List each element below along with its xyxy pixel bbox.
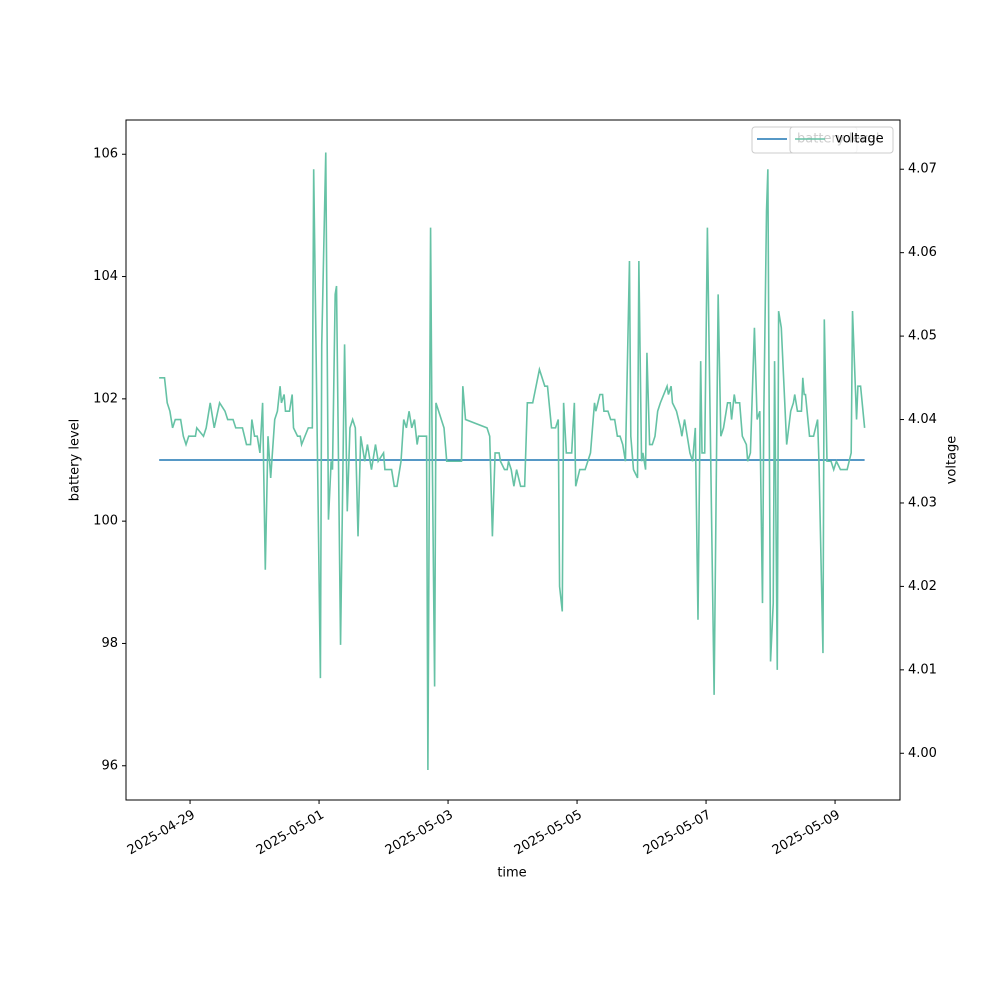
y2-axis-label: voltage: [945, 436, 960, 485]
x-tick-label: 2025-05-05: [512, 808, 585, 859]
x-tick-label: 2025-05-03: [383, 808, 456, 859]
y2-tick-label: 4.04: [908, 412, 937, 427]
series-line: [159, 152, 866, 770]
y-tick-label: 100: [93, 514, 118, 529]
y-tick-label: 102: [93, 391, 118, 406]
x-tick-label: 2025-04-29: [125, 808, 198, 859]
y-tick-label: 98: [101, 636, 118, 651]
y-tick-label: 96: [101, 758, 118, 773]
legend-box: [789, 126, 894, 154]
x-tick-label: 2025-05-07: [641, 808, 714, 859]
y2-tick-label: 4.00: [908, 746, 937, 761]
y-tick-label: 104: [93, 269, 118, 284]
y2-tick-label: 4.06: [908, 245, 937, 260]
legend-label: voltage: [835, 132, 884, 147]
y2-tick-label: 4.07: [908, 162, 937, 177]
x-axis-label: time: [497, 866, 526, 881]
axes-frame: [125, 119, 901, 801]
y2-tick-label: 4.01: [908, 662, 937, 677]
y2-tick-label: 4.05: [908, 329, 937, 344]
y-tick-label: 106: [93, 147, 118, 162]
y-axis-label: battery level: [68, 419, 83, 502]
x-tick-label: 2025-05-01: [254, 808, 327, 859]
x-tick-label: 2025-05-09: [770, 808, 843, 859]
y2-tick-label: 4.03: [908, 495, 937, 510]
y2-tick-label: 4.02: [908, 579, 937, 594]
